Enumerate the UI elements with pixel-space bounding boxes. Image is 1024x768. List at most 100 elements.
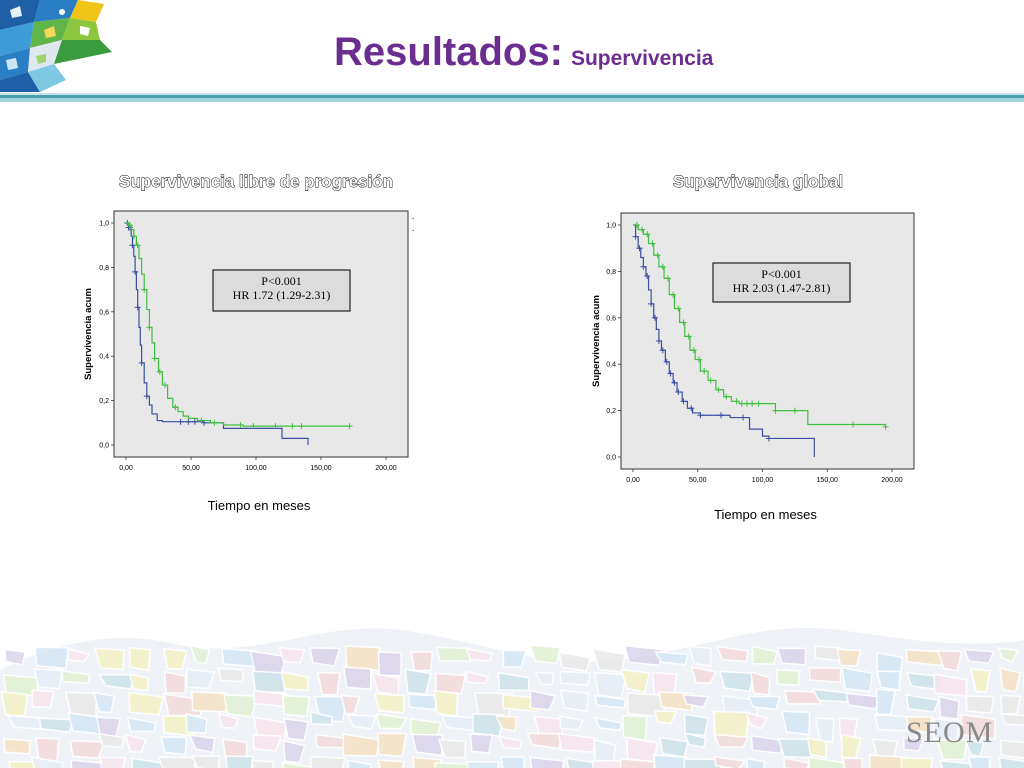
mosaic-tile (683, 731, 707, 749)
mosaic-tile (529, 689, 557, 711)
mosaic-tile (682, 694, 710, 709)
mosaic-tile (687, 645, 712, 667)
km-chart-2: Supervivencia global 0,0 0,2 0,4 0,6 0,8 1,0 0,… (591, 172, 915, 522)
mosaic-tile (434, 761, 472, 768)
mosaic-tile (559, 670, 592, 686)
censor-mark (177, 418, 184, 425)
mosaic-tile (904, 715, 934, 734)
mosaic-tile (0, 690, 29, 717)
censor-mark (250, 423, 257, 430)
mosaic-logo (0, 0, 120, 92)
mosaic-tile (559, 715, 585, 731)
mosaic-tile (128, 646, 152, 672)
y-tick-label: 0,4 (606, 362, 616, 369)
mosaic-tile (594, 694, 627, 709)
mosaic-tile (309, 647, 341, 667)
mosaic-tile (497, 671, 530, 692)
mosaic-tile (347, 759, 372, 768)
censor-mark (701, 368, 708, 375)
mosaic-tile (33, 668, 64, 690)
censor-mark (237, 422, 244, 429)
legend-mark: - (412, 216, 415, 223)
mosaic-tile (900, 757, 934, 768)
mosaic-tile (31, 689, 55, 709)
mosaic-tile (1000, 713, 1024, 727)
mosaic-tile (654, 651, 689, 666)
mosaic-tile (30, 755, 64, 768)
mosaic-tile (464, 647, 494, 662)
mosaic-tile (189, 644, 211, 665)
censor-mark (685, 333, 692, 340)
x-axis-label: Tiempo en meses (208, 498, 311, 513)
legend-mark: - (412, 228, 415, 235)
mosaic-tile (783, 756, 811, 768)
censor-mark (130, 233, 137, 240)
censor-mark (791, 407, 798, 414)
mosaic-tile (938, 695, 960, 720)
mosaic-tile (124, 733, 147, 753)
mosaic-tile (845, 692, 883, 710)
censor-mark (850, 421, 857, 428)
mosaic-tile (876, 670, 901, 691)
mosaic-tile (67, 712, 103, 735)
censor-mark (765, 435, 772, 442)
mosaic-tile (591, 759, 628, 768)
censor-mark (289, 423, 296, 430)
y-tick-label: 1,0 (606, 223, 616, 230)
censor-mark (198, 417, 205, 424)
censor-mark (141, 286, 148, 293)
mosaic-tile (874, 713, 909, 732)
censor-mark (718, 412, 725, 419)
mosaic-tile (278, 646, 306, 664)
censor-mark (675, 389, 682, 396)
y-tick-label: 1,0 (99, 221, 109, 228)
censor-mark (644, 231, 651, 238)
mosaic-tile (309, 710, 334, 726)
mosaic-tile (223, 694, 258, 718)
mosaic-tile (719, 670, 756, 693)
y-tick-label: 0,0 (99, 443, 109, 450)
censor-mark (667, 370, 674, 377)
mosaic-tile (160, 735, 188, 756)
mosaic-tile (529, 756, 565, 768)
mosaic-tile (936, 649, 963, 672)
mosaic-tile (690, 666, 717, 685)
mosaic-background (0, 627, 1024, 768)
censor-mark (772, 407, 779, 414)
mosaic-tile (814, 717, 835, 743)
censor-mark (659, 263, 666, 270)
mosaic-tile (781, 710, 811, 736)
mosaic-tile (836, 648, 862, 667)
mosaic-tile (905, 694, 940, 713)
censor-mark (346, 423, 353, 430)
mosaic-tile (526, 732, 561, 750)
mosaic-tile (814, 645, 842, 662)
mosaic-tile (841, 666, 874, 693)
y-tick-label: 0,8 (99, 265, 109, 272)
y-tick-label: 0,2 (606, 408, 616, 415)
mosaic-tile (528, 644, 561, 665)
censor-mark (162, 382, 168, 389)
mosaic-tile (251, 670, 290, 694)
mosaic-tile (70, 759, 106, 768)
mosaic-tile (433, 689, 459, 718)
stats-line: P<0.001 (261, 274, 301, 288)
censor-mark (633, 222, 640, 228)
mosaic-tile (593, 671, 628, 699)
mosaic-tile (565, 757, 597, 768)
x-tick-label: 150,00 (817, 477, 839, 484)
censor-mark (644, 273, 651, 280)
censor-mark (211, 419, 218, 426)
censor-mark (723, 393, 730, 400)
mosaic-tile (98, 673, 137, 690)
mosaic-tile (749, 670, 771, 696)
mosaic-tile (500, 756, 526, 768)
mosaic-tile (98, 732, 125, 749)
censor-mark (636, 245, 643, 252)
censor-mark (675, 305, 682, 312)
mosaic-tile (92, 691, 115, 714)
censor-mark (134, 304, 141, 311)
mosaic-tile (965, 695, 995, 715)
censor-mark (134, 242, 141, 249)
y-tick-label: 0,8 (606, 269, 616, 276)
